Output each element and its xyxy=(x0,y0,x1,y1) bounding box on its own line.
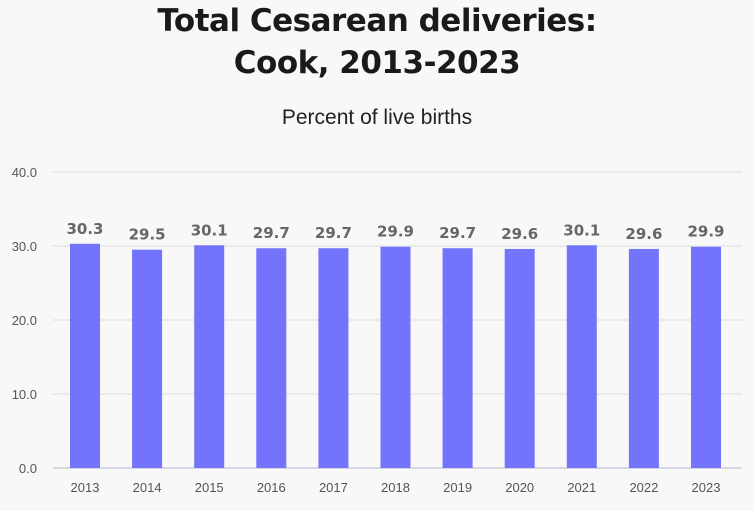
bar-2017 xyxy=(318,248,349,468)
bar-2023 xyxy=(691,246,721,468)
y-tick-label: 10.0 xyxy=(12,387,37,402)
y-tick-label: 20.0 xyxy=(12,313,37,328)
bar-2018 xyxy=(380,246,411,468)
data-label: 29.7 xyxy=(253,224,290,242)
chart-title-line-2: Cook, 2013-2023 xyxy=(233,45,521,81)
x-tick-label: 2014 xyxy=(133,480,162,495)
bar-2014 xyxy=(132,249,163,468)
chart-title-line-1: Total Cesarean deliveries: xyxy=(157,3,597,39)
chart-title: Total Cesarean deliveries: Cook, 2013-20… xyxy=(0,0,754,84)
bar-2020 xyxy=(504,248,535,468)
x-tick-label: 2015 xyxy=(195,480,224,495)
y-tick-label: 40.0 xyxy=(12,165,37,180)
x-tick-label: 2013 xyxy=(71,480,100,495)
x-tick-label: 2021 xyxy=(567,480,596,495)
x-tick-label: 2019 xyxy=(443,480,472,495)
bar-2016 xyxy=(256,248,287,468)
data-label: 29.5 xyxy=(129,226,166,244)
data-label: 29.9 xyxy=(687,223,724,241)
x-tick-label: 2022 xyxy=(629,480,658,495)
bar-2013 xyxy=(70,243,100,468)
y-tick-label: 30.0 xyxy=(12,239,37,254)
x-tick-label: 2023 xyxy=(692,480,721,495)
data-label: 29.7 xyxy=(439,224,476,242)
data-label: 30.1 xyxy=(191,221,228,239)
x-tick-label: 2018 xyxy=(381,480,410,495)
data-label: 30.3 xyxy=(66,220,103,238)
data-label: 29.9 xyxy=(377,223,414,241)
bar-2022 xyxy=(628,248,659,468)
chart-subtitle: Percent of live births xyxy=(281,106,473,129)
x-tick-label: 2016 xyxy=(257,480,286,495)
bar-2021 xyxy=(566,245,597,468)
data-label: 29.6 xyxy=(625,225,662,243)
bar-2019 xyxy=(442,248,473,468)
y-tick-label: 0.0 xyxy=(19,461,37,476)
data-label: 30.1 xyxy=(563,221,600,239)
bar-2015 xyxy=(194,245,225,468)
data-label: 29.6 xyxy=(501,225,538,243)
x-tick-label: 2017 xyxy=(319,480,348,495)
data-label: 29.7 xyxy=(315,224,352,242)
x-tick-label: 2020 xyxy=(505,480,534,495)
